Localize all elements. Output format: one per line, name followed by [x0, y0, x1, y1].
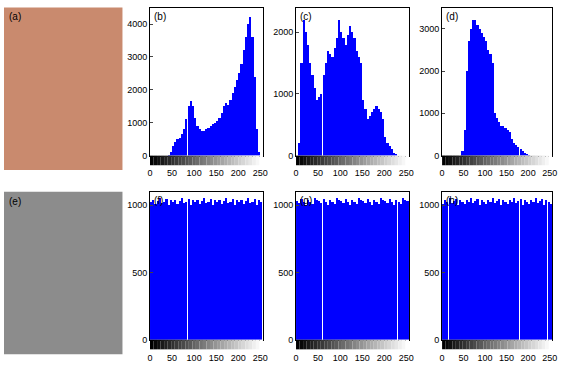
svg-text:50: 50	[167, 168, 177, 178]
svg-text:150: 150	[355, 168, 370, 178]
svg-text:150: 150	[499, 168, 514, 178]
svg-text:200: 200	[377, 353, 392, 363]
svg-text:100: 100	[478, 168, 493, 178]
svg-text:200: 200	[377, 168, 392, 178]
svg-text:50: 50	[459, 168, 469, 178]
svg-text:0: 0	[288, 151, 293, 161]
svg-text:100: 100	[333, 168, 348, 178]
svg-text:(g): (g)	[300, 195, 312, 206]
svg-text:150: 150	[209, 353, 224, 363]
svg-text:1000: 1000	[273, 89, 293, 99]
svg-text:2000: 2000	[127, 85, 147, 95]
svg-text:2000: 2000	[419, 66, 439, 76]
svg-text:250: 250	[399, 353, 414, 363]
svg-text:0: 0	[440, 168, 445, 178]
svg-text:200: 200	[521, 168, 536, 178]
svg-text:250: 250	[542, 353, 557, 363]
svg-text:100: 100	[333, 353, 348, 363]
svg-text:0: 0	[294, 353, 299, 363]
svg-text:1000: 1000	[127, 118, 147, 128]
svg-text:(a): (a)	[9, 11, 21, 22]
svg-text:0: 0	[148, 168, 153, 178]
svg-text:1000: 1000	[127, 200, 147, 210]
svg-text:150: 150	[499, 353, 514, 363]
svg-text:0: 0	[288, 335, 293, 345]
svg-text:(b): (b)	[154, 11, 166, 22]
svg-text:50: 50	[313, 353, 323, 363]
svg-text:(f): (f)	[154, 195, 163, 206]
svg-text:0: 0	[142, 335, 147, 345]
svg-text:0: 0	[440, 353, 445, 363]
svg-text:250: 250	[253, 353, 268, 363]
svg-text:250: 250	[399, 168, 414, 178]
svg-text:50: 50	[459, 353, 469, 363]
svg-text:500: 500	[278, 268, 293, 278]
svg-text:150: 150	[355, 353, 370, 363]
svg-text:500: 500	[424, 268, 439, 278]
svg-text:0: 0	[148, 353, 153, 363]
svg-text:50: 50	[313, 168, 323, 178]
svg-text:0: 0	[434, 335, 439, 345]
svg-text:(d): (d)	[446, 11, 458, 22]
svg-text:50: 50	[167, 353, 177, 363]
svg-text:0: 0	[294, 168, 299, 178]
svg-text:3000: 3000	[419, 24, 439, 34]
svg-text:100: 100	[478, 353, 493, 363]
svg-text:0: 0	[434, 151, 439, 161]
svg-text:1000: 1000	[273, 200, 293, 210]
svg-text:200: 200	[231, 353, 246, 363]
svg-text:200: 200	[521, 353, 536, 363]
svg-text:100: 100	[187, 353, 202, 363]
svg-text:4000: 4000	[127, 19, 147, 29]
svg-text:1000: 1000	[419, 200, 439, 210]
svg-text:500: 500	[132, 268, 147, 278]
svg-text:(e): (e)	[9, 196, 21, 207]
svg-text:200: 200	[231, 168, 246, 178]
svg-text:2000: 2000	[273, 27, 293, 37]
svg-text:150: 150	[209, 168, 224, 178]
svg-text:100: 100	[187, 168, 202, 178]
svg-text:(c): (c)	[300, 11, 312, 22]
svg-text:(h): (h)	[446, 195, 458, 206]
svg-text:250: 250	[542, 168, 557, 178]
svg-text:0: 0	[142, 151, 147, 161]
svg-text:1000: 1000	[419, 108, 439, 118]
svg-text:3000: 3000	[127, 52, 147, 62]
svg-text:250: 250	[253, 168, 268, 178]
